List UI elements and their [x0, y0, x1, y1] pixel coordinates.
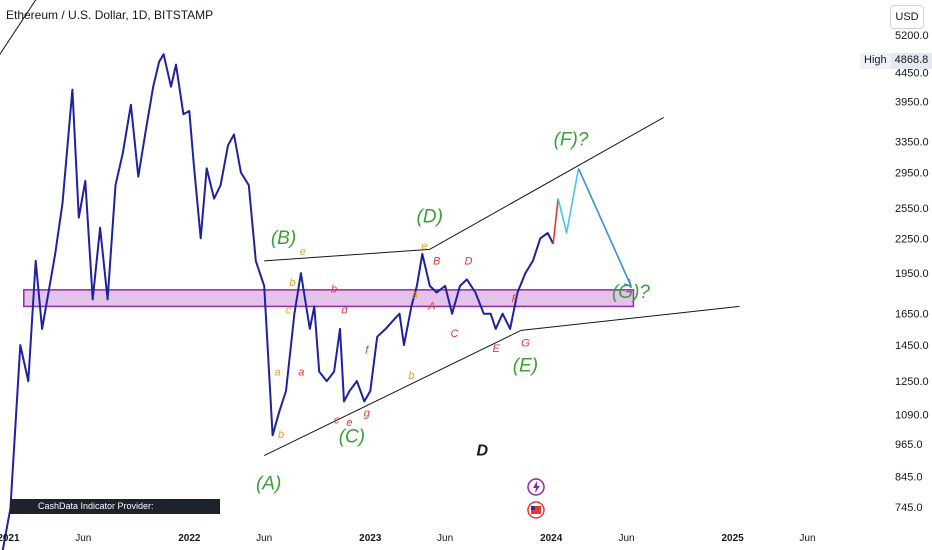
x-tick-label: Jun [618, 533, 634, 544]
wave-label: c [286, 305, 292, 317]
us-flag-icon [531, 506, 541, 514]
wave-label: F [512, 293, 520, 305]
x-tick-label: Jun [799, 533, 815, 544]
support-zone-rect [23, 289, 635, 308]
wave-label: b [331, 284, 337, 296]
wave-label: D [477, 443, 489, 460]
wave-label: e [421, 240, 427, 252]
price-series [1, 53, 632, 550]
wave-label: G [521, 338, 530, 350]
wave-label: b [289, 277, 295, 289]
trendlines [0, 0, 740, 457]
chart-title: Ethereum / U.S. Dollar, 1D, BITSTAMP [6, 8, 214, 22]
x-tick-label: 2025 [721, 533, 744, 544]
wave-label: (F)? [554, 129, 589, 150]
flag-canton [531, 506, 535, 510]
x-tick-label: Jun [75, 533, 91, 544]
projection-line [557, 168, 580, 234]
x-tick-label: 2021 [0, 533, 20, 544]
y-tick-label: 845.0 [895, 471, 923, 483]
wave-label: (A) [256, 474, 281, 495]
y-tick-label: 5200.0 [895, 30, 929, 42]
event-icons [527, 478, 545, 519]
wave-label: E [493, 343, 501, 355]
wave-label: (B) [271, 228, 296, 249]
trendline [0, 0, 37, 55]
high-value: 4868.8 [890, 53, 932, 69]
support-zone [23, 289, 635, 308]
wave-label: (D) [417, 207, 443, 228]
x-tick-label: Jun [437, 533, 453, 544]
high-label: High [860, 53, 891, 69]
wave-label: C [451, 328, 459, 340]
wave-label: a [298, 366, 304, 378]
y-tick-label: 1950.0 [895, 268, 929, 280]
trendline [263, 329, 522, 457]
y-tick-label: 2550.0 [895, 203, 929, 215]
wave-label: b [408, 370, 414, 382]
wave-label: D [464, 256, 472, 268]
trendline [520, 305, 740, 331]
wave-label: b [278, 429, 284, 441]
wave-label: B [433, 256, 440, 268]
wave-label: f [365, 345, 369, 357]
y-tick-label: 965.0 [895, 439, 923, 451]
projection-arrowhead [623, 278, 632, 287]
bolt-icon [533, 481, 540, 493]
wave-label: (E) [513, 356, 538, 377]
high-price-label: High 4868.8 [860, 53, 932, 69]
y-axis: 5200.0 4450.0 3950.0 3350.0 2950.0 2550.0 2250… [895, 30, 929, 514]
price-line [1, 53, 555, 550]
wave-label: g [364, 408, 371, 420]
currency-button[interactable]: USD [890, 5, 924, 29]
y-tick-label: 1090.0 [895, 409, 929, 421]
wave-label: (C) [339, 427, 365, 448]
y-tick-label: 4450.0 [895, 68, 929, 80]
wave-label: A [427, 300, 435, 312]
x-axis: 2021 Jun 2022 Jun 2023 Jun 2024 Jun 2025 Jun [0, 533, 816, 544]
wave-label: a [275, 366, 281, 378]
projection-line [577, 168, 632, 287]
x-tick-label: 2023 [359, 533, 382, 544]
wave-label: d [341, 305, 348, 317]
wave-label: a [412, 289, 418, 301]
projection-line [552, 198, 559, 244]
y-tick-label: 1650.0 [895, 309, 929, 321]
provider-banner: CashData Indicator Provider: iranneowave… [10, 499, 220, 526]
trendline [264, 248, 430, 262]
y-tick-label: 2250.0 [895, 233, 929, 245]
y-tick-label: 3950.0 [895, 97, 929, 109]
y-tick-label: 1450.0 [895, 340, 929, 352]
trendline [429, 117, 664, 250]
wave-label: e [346, 417, 352, 429]
x-tick-label: Jun [256, 533, 272, 544]
y-tick-label: 745.0 [895, 502, 923, 514]
wave-label: e [300, 246, 306, 258]
y-tick-label: 1250.0 [895, 376, 929, 388]
y-tick-label: 2950.0 [895, 167, 929, 179]
x-tick-label: 2022 [178, 533, 201, 544]
wave-label: (G)? [612, 282, 650, 303]
y-tick-label: 3350.0 [895, 137, 929, 149]
wave-label: c [334, 414, 340, 426]
x-tick-label: 2024 [540, 533, 563, 544]
